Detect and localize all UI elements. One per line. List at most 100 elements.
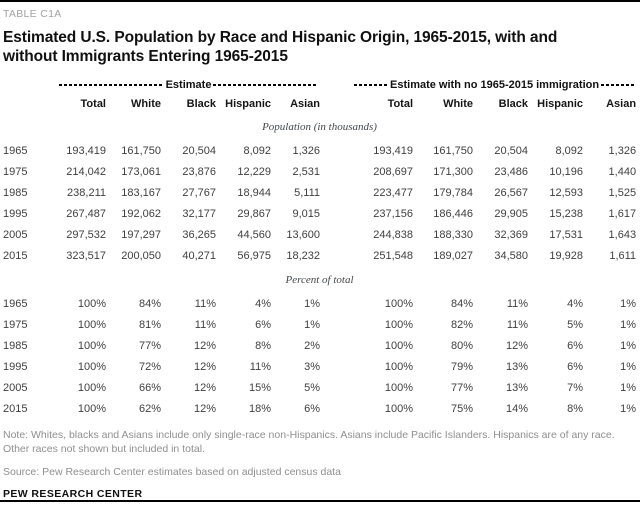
table-cell: 12% xyxy=(506,340,529,353)
table-cell: 27,767 xyxy=(182,187,216,200)
table-cell: 161,750 xyxy=(121,145,161,158)
section-header-population: Population (in thousands) xyxy=(262,121,377,134)
table-cell: 56,975 xyxy=(237,250,271,263)
note-text: Note: Whites, blacks and Asians include … xyxy=(3,428,615,455)
table-cell: 100% xyxy=(77,298,106,311)
table-cell: 12% xyxy=(193,340,216,353)
table-cell: 200,050 xyxy=(121,250,161,263)
table-cell: 8,092 xyxy=(555,145,584,158)
column-header: Asian xyxy=(606,97,637,110)
group-header-row: Estimate Estimate with no 1965-2015 immi… xyxy=(3,77,636,94)
table-cell: 297,532 xyxy=(66,229,106,242)
group-header-label: Estimate with no 1965-2015 immigration xyxy=(390,79,600,92)
table-cell: 183,167 xyxy=(121,187,161,200)
table-cell: 100% xyxy=(384,319,414,332)
table-cell: 2% xyxy=(304,340,321,353)
table-cell: 192,062 xyxy=(121,208,161,221)
column-header: Total xyxy=(387,97,414,110)
table-cell: 15,238 xyxy=(549,208,584,221)
table-cell: 237,156 xyxy=(373,208,414,221)
table-cell: 14% xyxy=(506,403,529,416)
table-cell: 72% xyxy=(138,361,161,374)
table-cell: 1,326 xyxy=(292,145,321,158)
table-cell: 1,440 xyxy=(608,166,637,179)
table-cell: 100% xyxy=(77,382,106,395)
table-cell: 267,487 xyxy=(66,208,106,221)
table-cell: 12% xyxy=(193,403,216,416)
row-year: 2005 xyxy=(3,229,28,242)
table-cell: 32,369 xyxy=(494,229,529,242)
table-cell: 75% xyxy=(451,403,474,416)
table-cell: 11% xyxy=(194,319,216,332)
table-cell: 8% xyxy=(567,403,584,416)
row-year: 2015 xyxy=(3,250,28,263)
table-cell: 193,419 xyxy=(373,145,414,158)
table-cell: 6% xyxy=(255,319,271,332)
table-cell: 77% xyxy=(138,340,161,353)
table-cell: 36,265 xyxy=(182,229,216,242)
column-header: Hispanic xyxy=(225,97,271,110)
table-cell: 100% xyxy=(384,403,414,416)
table-cell: 1% xyxy=(620,340,637,353)
table-cell: 197,297 xyxy=(121,229,161,242)
table-cell: 244,838 xyxy=(373,229,414,242)
table-cell: 1% xyxy=(620,319,637,332)
table-cell: 6% xyxy=(567,361,584,374)
table-cell: 2,531 xyxy=(292,166,321,179)
table-row: 2005 100% 66% 12% 15% 5% 100% 77% 13% 7% 1% xyxy=(3,378,636,399)
table-cell: 12,593 xyxy=(549,187,584,200)
table-cell: 23,486 xyxy=(494,166,529,179)
table-cell: 100% xyxy=(384,298,414,311)
table-cell: 13,600 xyxy=(286,229,321,242)
column-header: Hispanic xyxy=(537,97,584,110)
table-cell: 1,326 xyxy=(608,145,637,158)
table-cell: 13% xyxy=(506,382,529,395)
table-cell: 1% xyxy=(304,298,321,311)
table-cell: 1% xyxy=(620,361,637,374)
group-header-label: Estimate xyxy=(165,79,212,92)
table-cell: 11% xyxy=(194,298,216,311)
table-cell: 17,531 xyxy=(549,229,584,242)
bottom-rule xyxy=(0,500,640,502)
section-header-row: Percent of total xyxy=(3,267,636,294)
page-title: Estimated U.S. Population by Race and Hi… xyxy=(3,29,558,65)
row-year: 1965 xyxy=(3,298,28,311)
table-cell: 66% xyxy=(138,382,161,395)
column-header: Black xyxy=(186,97,216,110)
table-cell: 8% xyxy=(255,340,271,353)
table-cell: 208,697 xyxy=(373,166,414,179)
table-row: 2005 297,532 197,297 36,265 44,560 13,600 244,… xyxy=(3,225,636,246)
table-cell: 3% xyxy=(304,361,321,374)
table-cell: 223,477 xyxy=(373,187,414,200)
table-cell: 20,504 xyxy=(494,145,529,158)
table-row: 1985 238,211 183,167 27,767 18,944 5,111 223,4… xyxy=(3,183,636,204)
top-rule xyxy=(0,0,640,2)
table-cell: 11% xyxy=(506,298,529,311)
table-row: 1965 100% 84% 11% 4% 1% 100% 84% 11% 4% 1% xyxy=(3,294,636,315)
table-cell: 62% xyxy=(138,403,161,416)
percent-tbody: 1965 100% 84% 11% 4% 1% 100% 84% 11% 4% 1% 1975 100%… xyxy=(3,294,636,420)
table-cell: 323,517 xyxy=(66,250,106,263)
table-cell: 100% xyxy=(77,403,106,416)
table-row: 1975 100% 81% 11% 6% 1% 100% 82% 11% 5% 1% xyxy=(3,315,636,336)
table-row: 2015 100% 62% 12% 18% 6% 100% 75% 14% 8% 1% xyxy=(3,399,636,420)
table-cell: 12% xyxy=(193,361,216,374)
table-cell: 84% xyxy=(138,298,161,311)
table-cell: 77% xyxy=(451,382,474,395)
table-cell: 26,567 xyxy=(494,187,529,200)
dash-rule xyxy=(213,84,319,87)
table-cell: 5,111 xyxy=(294,187,321,200)
row-year: 1975 xyxy=(3,166,28,179)
column-header: Black xyxy=(498,97,529,110)
table-cell: 29,867 xyxy=(237,208,271,221)
row-year: 2015 xyxy=(3,403,28,416)
table-cell: 12% xyxy=(193,382,216,395)
table-cell: 1% xyxy=(620,403,637,416)
table-cell: 5% xyxy=(567,319,584,332)
table-cell: 1% xyxy=(620,382,637,395)
table-row: 1975 214,042 173,061 23,876 12,229 2,531 208,6… xyxy=(3,162,636,183)
table-cell: 100% xyxy=(77,319,106,332)
group-header-estimate: Estimate xyxy=(37,77,320,94)
table-cell: 9,015 xyxy=(292,208,321,221)
dash-rule xyxy=(601,84,636,87)
